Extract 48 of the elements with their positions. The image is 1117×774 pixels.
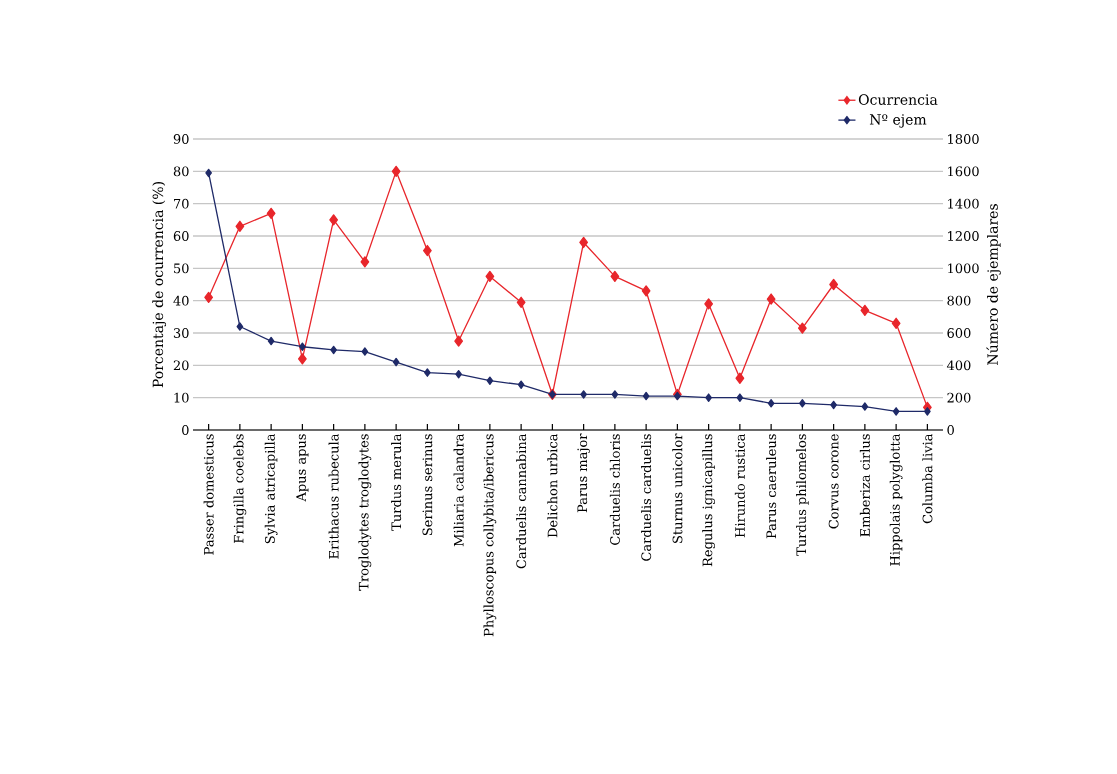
legend-label: Nº ejem xyxy=(869,114,927,128)
x-tick-label: Fringilla coelebs xyxy=(233,434,247,543)
y2-axis-title: Número de ejemplares xyxy=(986,204,1001,365)
x-tick-label: Hippolais polyglotta xyxy=(889,433,903,566)
y2-tick-label: 400 xyxy=(946,360,971,371)
x-tick-label: Serinus serinus xyxy=(422,434,433,536)
x-tick-label: Columba livia xyxy=(922,433,933,524)
x-tick-label: Turdus merula xyxy=(391,433,402,531)
x-tick-label: Troglodytes troglodytes xyxy=(358,434,372,591)
x-tick-label: Carduelis chloris xyxy=(609,434,620,545)
x-tick-label: Sturnus unicolor xyxy=(672,433,683,543)
x-tick-label: Parus major xyxy=(577,433,590,513)
y-tick-label: 60 xyxy=(173,231,189,241)
y2-tick-label: 200 xyxy=(947,392,971,403)
legend-label: Ocurrencia xyxy=(858,94,938,105)
x-tick-label: Delichon urbica xyxy=(547,433,558,538)
x-tick-label: Carduelis carduelis xyxy=(641,434,652,561)
y-tick-label: 10 xyxy=(174,392,189,403)
x-tick-label: Erithacus rubecula xyxy=(328,433,339,559)
y-axis-title: Porcentaje de ocurrencia (%) xyxy=(152,182,167,388)
y-tick-label: 70 xyxy=(174,198,189,209)
x-tick-label: Carduelis cannabina xyxy=(516,433,527,569)
y2-tick-label: 1200 xyxy=(948,231,979,241)
y-tick-label: 20 xyxy=(173,360,189,371)
x-tick-label: Hirundo rustica xyxy=(734,433,745,538)
x-tick-label: Parus caeruleus xyxy=(766,434,777,539)
x-tick-label: Passer domesticus xyxy=(203,434,214,555)
x-tick-label: Miliaria calandra xyxy=(453,433,464,547)
x-tick-label: Sylvia atricapilla xyxy=(264,433,278,544)
x-tick-label: Turdus philomelos xyxy=(796,434,809,556)
x-tick-label: Corvus corone xyxy=(828,434,839,529)
x-tick-label: Emberiza cirlus xyxy=(859,434,870,537)
y-tick-label: 40 xyxy=(173,295,189,306)
y2-tick-label: 1800 xyxy=(948,134,979,144)
y-tick-label: 50 xyxy=(174,263,189,274)
y2-tick-label: 600 xyxy=(947,328,971,338)
y-tick-label: 90 xyxy=(173,134,189,144)
x-tick-label: Apus apus xyxy=(296,434,309,502)
y-tick-label: 0 xyxy=(182,425,189,435)
y2-tick-label: 1000 xyxy=(948,263,979,274)
x-tick-label: Regulus ignicapillus xyxy=(702,434,716,567)
y2-tick-label: 0 xyxy=(947,425,954,435)
y2-tick-label: 1400 xyxy=(948,198,979,209)
y2-tick-label: 1600 xyxy=(948,166,979,177)
y-tick-label: 30 xyxy=(173,328,189,338)
y2-tick-label: 800 xyxy=(947,295,971,306)
x-tick-label: Phylloscopus collybita/ibericus xyxy=(483,434,497,637)
y-tick-label: 80 xyxy=(173,166,189,177)
